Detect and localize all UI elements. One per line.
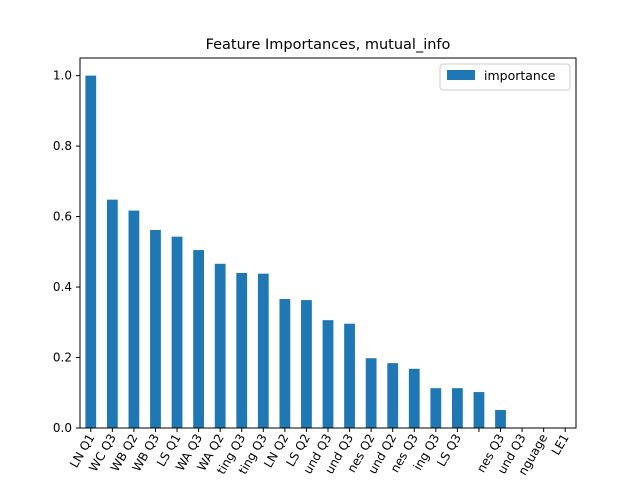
bar xyxy=(236,272,248,428)
y-tick-label: 0.6 xyxy=(53,210,72,224)
bar xyxy=(171,236,183,428)
bar xyxy=(387,363,399,428)
y-ticks-group: 0.0 0.2 0.4 0.6 0.8 1.0 xyxy=(53,69,80,435)
bar xyxy=(257,273,269,428)
bar xyxy=(473,392,485,428)
y-tick-label: 0.0 xyxy=(53,421,72,435)
chart-title: Feature Importances, mutual_info xyxy=(206,37,451,53)
x-tick-label: LE1 xyxy=(549,432,572,458)
bar xyxy=(150,229,161,428)
y-tick-label: 0.2 xyxy=(53,351,72,365)
bar xyxy=(408,368,420,428)
legend-swatch xyxy=(447,70,475,80)
bar xyxy=(452,388,463,428)
bar xyxy=(344,323,355,428)
bar xyxy=(214,263,226,428)
bars-group xyxy=(85,75,506,428)
legend-label: importance xyxy=(484,68,556,83)
bar xyxy=(322,320,334,428)
bar xyxy=(365,358,377,428)
bar xyxy=(85,75,97,428)
bar xyxy=(279,299,291,428)
y-tick-label: 1.0 xyxy=(53,69,72,83)
y-tick-label: 0.8 xyxy=(53,139,72,153)
bar xyxy=(128,210,140,428)
bar xyxy=(430,388,442,428)
bar xyxy=(193,250,204,428)
bar xyxy=(495,410,506,428)
bar xyxy=(106,199,118,428)
legend: importance xyxy=(439,63,571,91)
y-tick-label: 0.4 xyxy=(53,280,72,294)
bar xyxy=(301,300,312,428)
